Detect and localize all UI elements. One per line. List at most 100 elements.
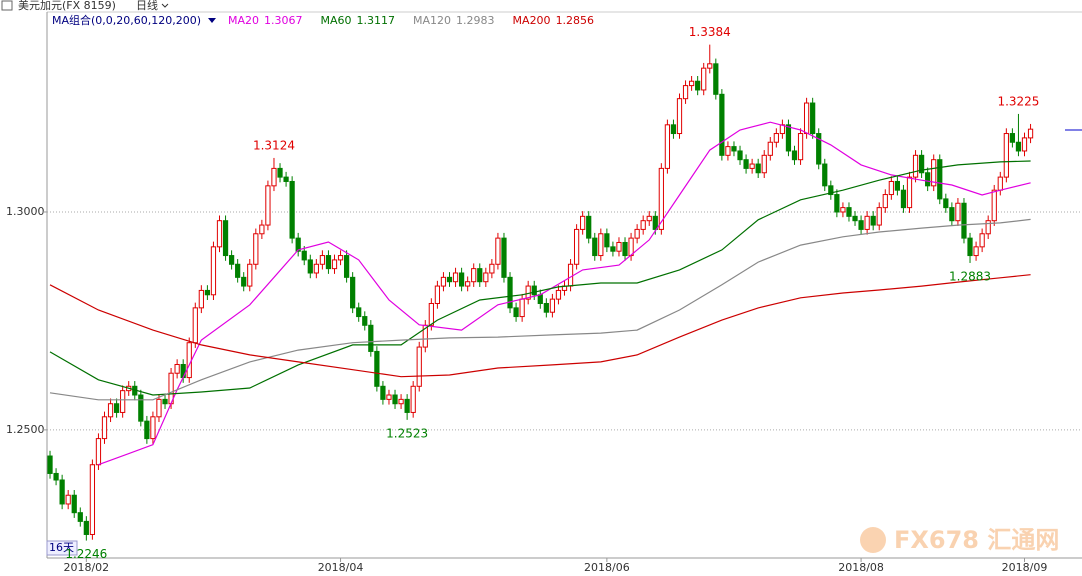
candle-body [858, 220, 864, 230]
candle-body [870, 215, 876, 226]
x-tick-label: 2018/08 [838, 561, 884, 574]
candle-body [374, 350, 380, 387]
candle-body [997, 176, 1003, 191]
legend-name: MA200 [513, 14, 551, 27]
candle-body [95, 438, 102, 466]
candle-body [362, 316, 368, 326]
candle-body [803, 102, 810, 135]
candle-body [925, 172, 931, 187]
candle-body [688, 80, 695, 87]
candle-body [210, 246, 217, 296]
period[interactable]: 日线 [136, 0, 158, 12]
candle-body [567, 263, 574, 287]
menu-icon[interactable] [1, 0, 13, 11]
candle-body [428, 302, 434, 326]
candle-body [89, 464, 96, 535]
candle-body [458, 272, 465, 287]
candle-body [513, 307, 519, 318]
candle-body [943, 198, 949, 209]
candle-body [83, 520, 89, 535]
x-tick-label: 2018/04 [318, 561, 364, 574]
candle-body [337, 255, 344, 261]
candle-body [682, 85, 689, 100]
candle-body [440, 276, 447, 287]
candle-body [398, 398, 404, 405]
candle-body [410, 385, 416, 413]
legend-value: 1.3117 [357, 14, 396, 27]
candle-body [767, 141, 773, 156]
candle-body [216, 220, 223, 248]
candle-body [955, 202, 961, 222]
x-tick-label: 2018/06 [584, 561, 630, 574]
candle-body [307, 259, 313, 274]
candle-body [507, 276, 513, 309]
candle-body [156, 398, 162, 418]
candle-body [71, 494, 77, 514]
candle-body [882, 194, 888, 209]
candle-body [1021, 137, 1028, 152]
candle-body [743, 159, 749, 169]
candle-body [828, 185, 834, 196]
candle-body [707, 63, 713, 69]
candle-body [737, 150, 743, 161]
candle-body [580, 215, 586, 230]
candle-body [77, 512, 83, 522]
candle-body [325, 255, 332, 270]
candle-body [810, 102, 816, 135]
period-caret[interactable] [161, 3, 169, 8]
candle-body [162, 398, 168, 405]
candle-body [483, 272, 489, 283]
candle-body [446, 276, 453, 283]
logo-circle [860, 527, 886, 553]
candle-body [265, 185, 271, 226]
candle-body [549, 298, 556, 313]
candle-body [840, 207, 846, 213]
candle-body [235, 263, 241, 278]
candle-body [228, 255, 235, 265]
candle-body [749, 163, 755, 169]
candle-body [222, 220, 229, 257]
ma-group[interactable]: MA组合(0,0,20,60,120,200) [52, 13, 201, 27]
candle-body [640, 220, 646, 230]
candle-body [120, 390, 126, 413]
candle-body [495, 237, 501, 265]
extreme-label: 1.3124 [253, 138, 295, 152]
candle-body [573, 228, 580, 265]
candle-body [791, 150, 798, 161]
candle-body [991, 189, 997, 222]
candle-body [519, 298, 525, 318]
candle-body [628, 237, 634, 257]
candle-body [186, 342, 192, 379]
candle-body [719, 93, 725, 156]
span-box [46, 540, 78, 556]
candle-body [1003, 133, 1009, 178]
candle-body [900, 189, 907, 209]
candle-body [961, 202, 967, 239]
candle-body [113, 403, 120, 413]
candle-body [797, 133, 804, 161]
candle-body [622, 241, 628, 257]
candle-body [761, 154, 767, 174]
candle-body [664, 124, 671, 169]
candle-body [356, 307, 362, 318]
candle-body [319, 255, 326, 265]
candle-body [785, 124, 792, 152]
y-tick-label: 1.2500 [6, 423, 45, 436]
ma-line [49, 218, 1031, 401]
candle-body [283, 176, 289, 182]
legend-value: 1.2856 [556, 14, 595, 27]
y-tick-label: 1.3000 [6, 205, 45, 218]
candle-body [973, 246, 979, 257]
candle-body [501, 237, 507, 278]
candle-body [604, 233, 610, 248]
candle-body [465, 281, 471, 287]
candle-body [695, 80, 701, 91]
candle-body [967, 237, 973, 257]
candle-body [876, 207, 882, 226]
candle-body [888, 180, 894, 196]
candle-body [241, 276, 247, 287]
candle-body [1015, 141, 1022, 152]
ma-caret[interactable] [208, 18, 216, 23]
